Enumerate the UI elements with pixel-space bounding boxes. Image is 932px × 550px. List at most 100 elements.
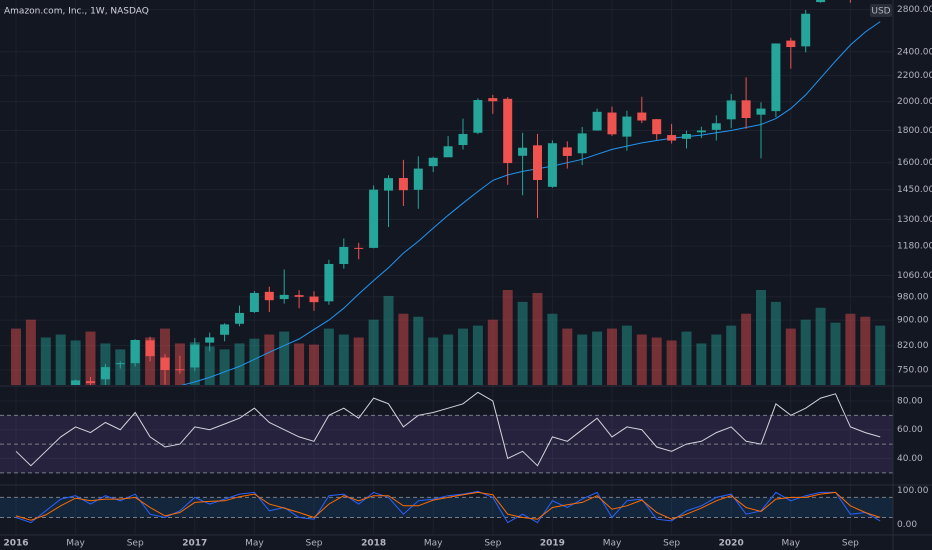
stoch-tick-label: 100.00 [897, 486, 929, 496]
volume-bar [830, 322, 841, 385]
candle-body [235, 312, 244, 324]
x-tick-label: 2016 [3, 539, 28, 549]
volume-bar [621, 325, 632, 385]
candle-body [533, 145, 542, 181]
volume-bar [681, 331, 692, 385]
volume-bar [353, 337, 364, 385]
volume-bar [517, 301, 528, 385]
volume-bar [338, 334, 349, 385]
volume-bar [40, 337, 51, 385]
volume-bar [70, 340, 81, 385]
rsi-tick-label: 40.00 [897, 454, 923, 464]
candle-body [100, 367, 110, 380]
candle-body [801, 13, 811, 47]
volume-bar [770, 301, 781, 385]
candle-body [726, 100, 736, 120]
candle-body [220, 324, 230, 335]
rsi-tick-label: 60.00 [897, 425, 923, 435]
volume-bar [785, 328, 796, 385]
currency-label[interactable]: USD [871, 7, 890, 17]
candle-body [264, 291, 274, 301]
volume-bar [577, 334, 588, 385]
volume-bar [443, 334, 454, 385]
candle-body [637, 112, 647, 121]
x-tick-label: Sep [663, 539, 680, 549]
candle-body [786, 40, 796, 48]
y-tick-label: 820.00 [897, 341, 929, 351]
volume-bar [651, 337, 662, 385]
candle-body [115, 363, 125, 365]
candle-body [816, 0, 826, 3]
volume-bar [845, 313, 856, 385]
x-tick-label: May [603, 539, 622, 549]
volume-bar [249, 338, 260, 385]
candle-body [130, 339, 140, 364]
y-tick-label: 750.00 [897, 366, 929, 376]
x-tick-label: May [781, 539, 800, 549]
rsi-line [15, 391, 881, 467]
candle-body [398, 178, 408, 191]
volume-bar [562, 328, 573, 385]
candle-body [711, 123, 721, 130]
moving-average [180, 21, 881, 385]
x-tick-label: May [245, 539, 264, 549]
rsi-tick-label: 80.00 [897, 396, 923, 406]
candle-body [547, 143, 557, 187]
candle-body [488, 98, 498, 102]
y-tick-label: 1060.00 [897, 271, 932, 281]
stoch-d-line [15, 491, 881, 521]
volume-bar [11, 328, 21, 385]
volume-bar [741, 313, 752, 385]
candle-body [562, 147, 572, 156]
price-pane [11, 0, 886, 385]
volume-bar [502, 290, 513, 385]
candle-body [667, 135, 677, 141]
stoch-pane [0, 490, 893, 524]
candle-body [175, 369, 185, 371]
volume-bar [55, 334, 66, 385]
candle-body [518, 147, 528, 156]
candle-body [145, 340, 155, 357]
y-tick-label: 1800.00 [897, 126, 932, 136]
stoch-k-line [15, 490, 881, 524]
volume-bar [696, 343, 707, 385]
volume-bar [607, 328, 617, 385]
currency-box[interactable] [870, 4, 892, 17]
volume-bar [323, 328, 334, 385]
candle-body [205, 337, 215, 343]
volume-bar [368, 319, 379, 385]
volume-bar [860, 316, 871, 385]
candle-body [354, 247, 364, 249]
volume-bar [428, 337, 439, 385]
y-tick-label: 1600.00 [897, 158, 932, 168]
candle-body [503, 98, 513, 164]
volume-bar [383, 295, 394, 385]
volume-bar [487, 319, 498, 385]
x-tick-label: 2019 [540, 539, 565, 549]
volume-bar [264, 334, 275, 385]
volume-bar [398, 313, 409, 385]
y-tick-label: 900.00 [897, 316, 929, 326]
candle-body [741, 100, 751, 119]
volume-bar [85, 331, 96, 385]
candle-body [696, 130, 706, 133]
volume-bar [294, 343, 305, 385]
axes: 2016 May Sep 2017 May Sep 2018 May Sep 2019 May Sep… [3, 5, 932, 548]
candle-body [339, 246, 349, 264]
volume-bar [25, 319, 36, 385]
candle-body [384, 178, 393, 191]
volume-bar [592, 331, 603, 385]
candle-body [577, 133, 587, 154]
candle-body [86, 381, 95, 384]
volume-bar [547, 313, 558, 385]
stoch-tick-label: 0.00 [897, 520, 917, 530]
candle-body [160, 357, 170, 371]
volume-bar [800, 319, 811, 385]
chart-title: Amazon.com, Inc., 1W, NASDAQ [4, 7, 149, 17]
volume-bar [279, 331, 290, 385]
volume-bar [472, 325, 483, 385]
candle-body [324, 263, 334, 302]
volume-bar [756, 290, 766, 385]
candle-body [294, 295, 304, 297]
y-tick-label: 1180.00 [897, 242, 932, 252]
